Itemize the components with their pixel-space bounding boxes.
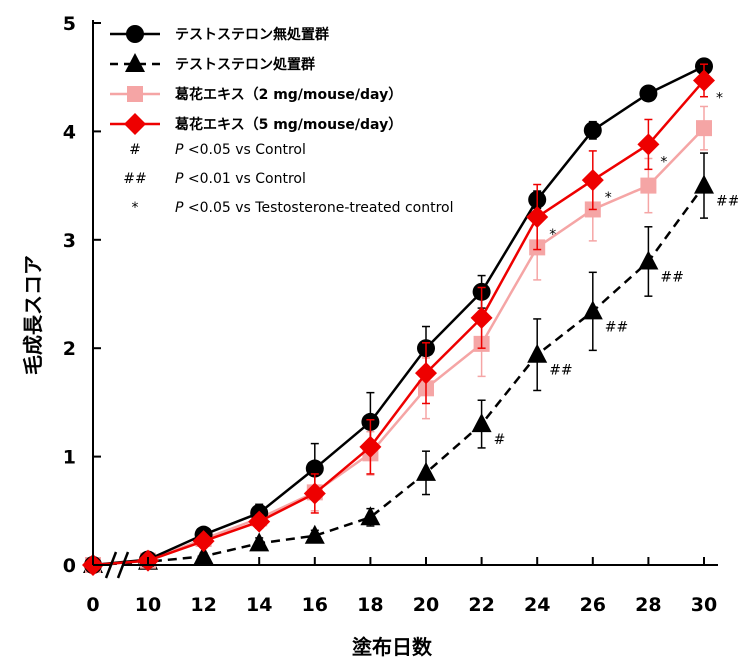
x-tick-label: 12 xyxy=(190,594,216,616)
data-point xyxy=(360,506,381,526)
significance-mark: * xyxy=(605,190,612,206)
legend-label: テストステロン無処置群 xyxy=(175,26,329,43)
series-layer: #########**** xyxy=(82,57,738,576)
legend-marker xyxy=(124,113,146,135)
x-tick-label: 18 xyxy=(357,594,383,616)
x-tick-label: 10 xyxy=(135,594,161,616)
significance-symbol: ## xyxy=(123,171,146,187)
significance-mark: * xyxy=(716,90,723,106)
significance-mark: ## xyxy=(549,363,572,379)
data-point xyxy=(639,84,658,103)
data-point xyxy=(415,362,437,385)
data-point xyxy=(471,413,492,433)
data-point xyxy=(640,177,657,194)
data-point xyxy=(526,206,549,229)
y-tick-label: 4 xyxy=(63,121,76,143)
x-tick-label: 28 xyxy=(635,594,661,616)
data-point xyxy=(583,121,602,140)
significance-symbol: # xyxy=(129,142,141,158)
significance-text: P <0.01 vs Control xyxy=(175,171,306,187)
data-point xyxy=(470,306,493,329)
significance-mark: * xyxy=(660,154,667,170)
data-point xyxy=(582,300,603,320)
legend-label: テストステロン処置群 xyxy=(175,56,315,73)
significance-text: P <0.05 vs Control xyxy=(175,142,306,158)
data-point xyxy=(305,459,324,478)
x-tick-label: 30 xyxy=(691,594,717,616)
data-point xyxy=(192,530,215,553)
p-symbol: P xyxy=(175,200,184,216)
data-point xyxy=(359,435,382,458)
series-triangle: ######### xyxy=(83,152,738,573)
data-point xyxy=(193,545,214,565)
data-point xyxy=(416,461,436,481)
significance-mark: ## xyxy=(660,269,683,285)
y-tick-label: 0 xyxy=(63,555,76,577)
data-point xyxy=(527,343,548,363)
legend-item: テストステロン無処置群 xyxy=(110,25,329,43)
series-circle xyxy=(84,57,713,574)
x-tick-label: 24 xyxy=(524,594,550,616)
significance-legend-item: * P <0.05 vs Testosterone-treated control xyxy=(132,200,454,216)
significance-mark: ## xyxy=(605,319,628,335)
y-tick-label: 2 xyxy=(63,338,76,360)
x-tick-label: 16 xyxy=(302,594,328,616)
series-line xyxy=(92,79,705,567)
y-tick-label: 1 xyxy=(63,447,76,469)
x-tick-label: 14 xyxy=(246,594,272,616)
legend-label: 葛花エキス（2 mg/mouse/day） xyxy=(174,86,402,103)
significance-criterion: <0.05 vs Control xyxy=(183,142,305,158)
series-line xyxy=(92,127,705,567)
data-point xyxy=(581,169,604,192)
legend-label: 葛花エキス（5 mg/mouse/day） xyxy=(174,116,402,133)
axis-break-mark xyxy=(104,551,118,579)
data-point xyxy=(637,133,660,156)
significance-mark: * xyxy=(549,227,556,243)
x-axis-title: 塗布日数 xyxy=(352,635,433,659)
data-point xyxy=(304,524,325,544)
legend-marker xyxy=(127,86,143,102)
y-axis-title: 毛成長スコア xyxy=(21,255,45,375)
p-symbol: P xyxy=(175,142,184,158)
significance-symbol: * xyxy=(132,200,139,216)
x-tick-label: 26 xyxy=(580,594,606,616)
significance-criterion: <0.05 vs Testosterone-treated control xyxy=(183,200,453,216)
significance-criterion: <0.01 vs Control xyxy=(183,171,305,187)
legend-item: 葛花エキス（5 mg/mouse/day） xyxy=(110,113,402,135)
data-point xyxy=(694,174,714,194)
x-tick-label: 20 xyxy=(413,594,439,616)
data-point xyxy=(696,120,712,137)
series-diamond: * * * * xyxy=(82,63,723,576)
series-line xyxy=(92,184,706,567)
significance-legend-item: # P <0.05 vs Control xyxy=(129,142,306,158)
legend-item: 葛花エキス（2 mg/mouse/day） xyxy=(110,86,402,103)
data-point xyxy=(638,250,659,270)
data-point xyxy=(248,510,271,533)
series-line xyxy=(92,65,705,567)
y-tick-label: 3 xyxy=(63,230,76,252)
data-point xyxy=(693,69,715,92)
data-point xyxy=(249,532,270,552)
x-tick-label: 22 xyxy=(468,594,494,616)
significance-mark: # xyxy=(494,432,506,448)
legend-marker xyxy=(126,25,144,43)
x-tick-label: 0 xyxy=(86,594,99,616)
p-symbol: P xyxy=(175,171,184,187)
significance-legend-item: ## P <0.01 vs Control xyxy=(123,171,306,187)
axis-break-mark xyxy=(116,551,130,579)
data-point xyxy=(303,482,326,505)
legend-marker xyxy=(125,53,145,72)
legend-item: テストステロン処置群 xyxy=(110,53,315,73)
significance-mark: ## xyxy=(716,194,738,210)
y-tick-label: 5 xyxy=(63,13,76,35)
significance-text: P <0.05 vs Testosterone-treated control xyxy=(175,200,453,216)
